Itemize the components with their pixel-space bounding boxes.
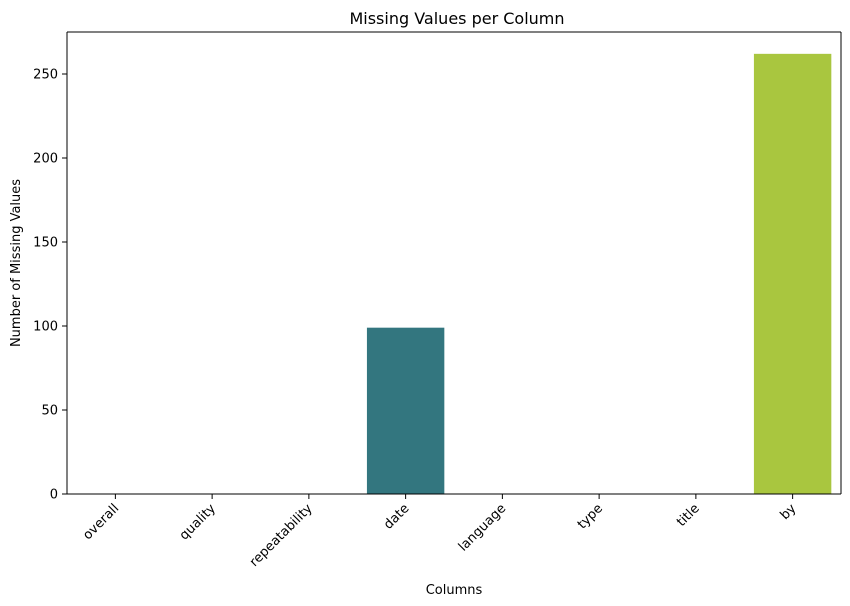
x-axis-label: Columns	[426, 583, 483, 598]
x-tick-label-language: language	[456, 501, 509, 554]
x-tick-label-type: type	[575, 501, 606, 532]
x-tick-label-by: by	[778, 501, 800, 523]
y-tick-label: 250	[33, 68, 58, 83]
plot-frame	[66, 31, 842, 495]
x-tick-label-repeatability: repeatability	[247, 501, 316, 570]
bar-date	[366, 327, 445, 494]
bars-group	[366, 53, 832, 495]
y-tick-label: 150	[33, 236, 58, 251]
y-tick-label: 100	[33, 320, 58, 335]
x-tick-label-title: title	[674, 501, 703, 530]
bar-by	[753, 53, 832, 495]
y-tick-label: 0	[50, 488, 58, 503]
y-axis-label: Number of Missing Values	[9, 179, 24, 347]
x-tick-label-date: date	[381, 501, 412, 532]
x-axis: overall quality repeatability date language t…	[80, 494, 800, 570]
x-tick-label-quality: quality	[177, 501, 219, 543]
y-tick-label: 200	[33, 152, 58, 167]
y-tick-label: 50	[41, 404, 58, 419]
chart-title: Missing Values per Column	[349, 9, 564, 28]
x-tick-label-overall: overall	[80, 501, 122, 543]
y-axis: 0 50 100 150 200 250	[33, 68, 67, 503]
